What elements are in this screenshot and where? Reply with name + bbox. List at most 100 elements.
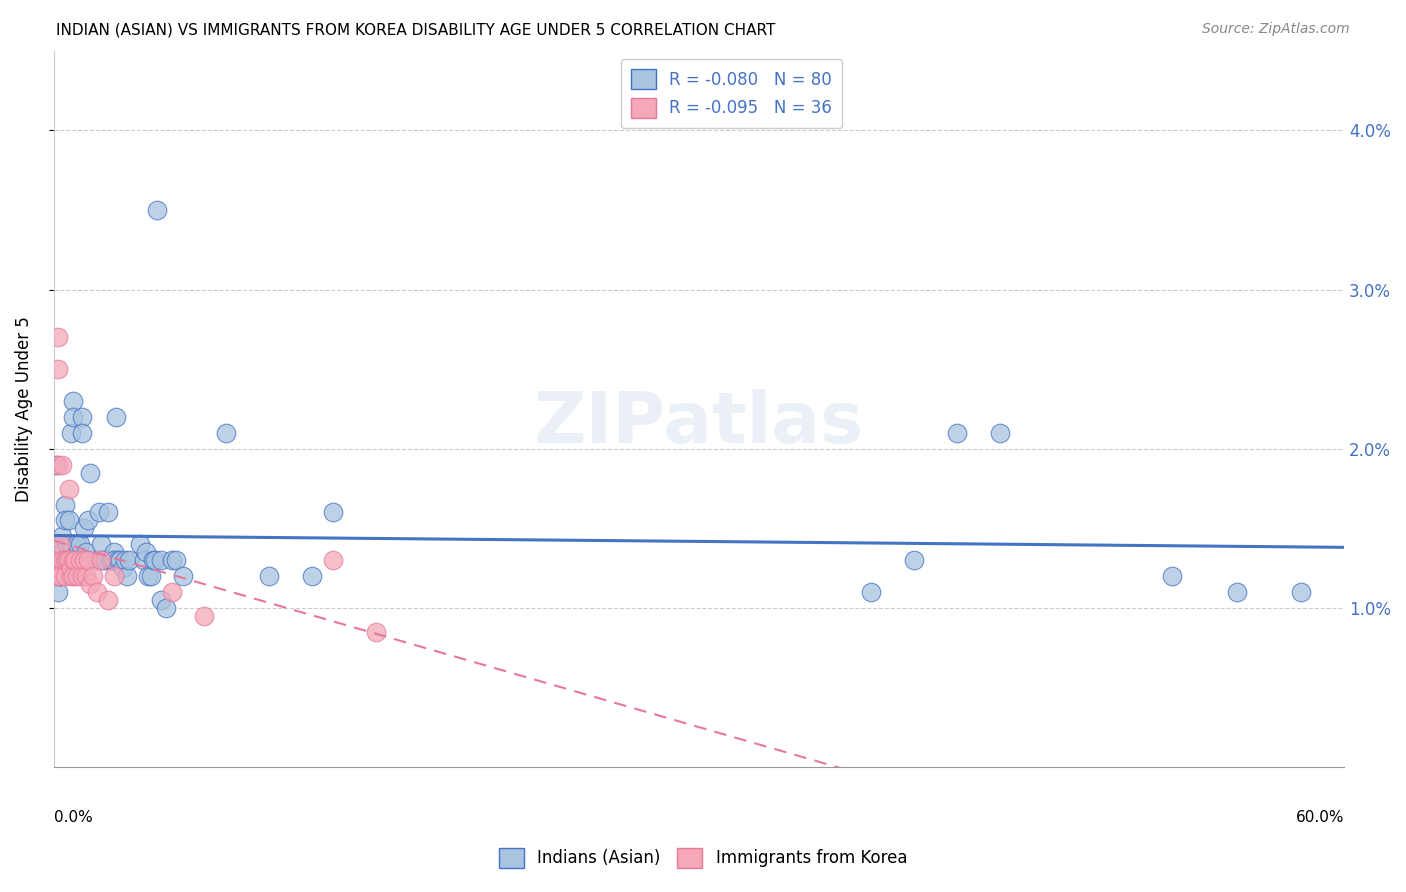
Point — [322, 553, 344, 567]
Point — [103, 569, 125, 583]
Point — [49, 537, 72, 551]
Point — [215, 425, 238, 440]
Point — [155, 601, 177, 615]
Point — [172, 569, 194, 583]
Point — [94, 553, 117, 567]
Point — [1226, 585, 1249, 599]
Point — [51, 537, 73, 551]
Point — [51, 545, 73, 559]
Point — [97, 593, 120, 607]
Point — [107, 553, 129, 567]
Point — [103, 545, 125, 559]
Point — [77, 553, 100, 567]
Point — [111, 561, 134, 575]
Point — [49, 569, 72, 583]
Point — [70, 569, 93, 583]
Point — [46, 362, 69, 376]
Point — [75, 569, 97, 583]
Point — [988, 425, 1011, 440]
Point — [46, 458, 69, 472]
Point — [73, 553, 96, 567]
Point — [46, 585, 69, 599]
Point — [45, 545, 67, 559]
Point — [1289, 585, 1312, 599]
Text: ZIPatlas: ZIPatlas — [534, 389, 865, 458]
Legend: Indians (Asian), Immigrants from Korea: Indians (Asian), Immigrants from Korea — [492, 841, 914, 875]
Point — [62, 394, 84, 409]
Point — [101, 553, 124, 567]
Point — [91, 553, 114, 567]
Point — [160, 553, 183, 567]
Point — [45, 553, 67, 567]
Point — [75, 545, 97, 559]
Point — [77, 553, 100, 567]
Point — [143, 553, 166, 567]
Text: 60.0%: 60.0% — [1296, 810, 1344, 825]
Point — [90, 537, 112, 551]
Point — [946, 425, 969, 440]
Point — [51, 553, 73, 567]
Point — [55, 537, 77, 551]
Point — [90, 553, 112, 567]
Point — [45, 561, 67, 575]
Point — [114, 553, 136, 567]
Point — [146, 202, 169, 217]
Point — [45, 569, 67, 583]
Point — [193, 609, 215, 624]
Point — [115, 569, 138, 583]
Point — [69, 553, 91, 567]
Point — [903, 553, 925, 567]
Point — [58, 553, 80, 567]
Point — [46, 569, 69, 583]
Point — [138, 569, 160, 583]
Point — [86, 553, 108, 567]
Point — [49, 569, 72, 583]
Point — [53, 553, 76, 567]
Point — [65, 553, 87, 567]
Point — [66, 553, 89, 567]
Point — [58, 553, 80, 567]
Point — [135, 545, 157, 559]
Point — [51, 529, 73, 543]
Point — [70, 425, 93, 440]
Point — [45, 553, 67, 567]
Point — [165, 553, 187, 567]
Point — [49, 553, 72, 567]
Point — [105, 409, 128, 424]
Point — [77, 513, 100, 527]
Point — [87, 506, 110, 520]
Point — [860, 585, 883, 599]
Point — [79, 466, 101, 480]
Point — [49, 553, 72, 567]
Point — [98, 553, 121, 567]
Point — [53, 513, 76, 527]
Text: INDIAN (ASIAN) VS IMMIGRANTS FROM KOREA DISABILITY AGE UNDER 5 CORRELATION CHART: INDIAN (ASIAN) VS IMMIGRANTS FROM KOREA … — [56, 22, 776, 37]
Point — [110, 553, 132, 567]
Point — [128, 537, 150, 551]
Text: Source: ZipAtlas.com: Source: ZipAtlas.com — [1202, 22, 1350, 37]
Point — [46, 569, 69, 583]
Point — [65, 553, 87, 567]
Point — [150, 553, 173, 567]
Point — [53, 569, 76, 583]
Point — [53, 498, 76, 512]
Point — [60, 561, 83, 575]
Point — [58, 513, 80, 527]
Point — [118, 553, 141, 567]
Point — [79, 577, 101, 591]
Point — [46, 553, 69, 567]
Y-axis label: Disability Age Under 5: Disability Age Under 5 — [15, 316, 32, 502]
Point — [62, 553, 84, 567]
Point — [82, 569, 104, 583]
Point — [97, 506, 120, 520]
Point — [60, 569, 83, 583]
Point — [55, 553, 77, 567]
Point — [65, 561, 87, 575]
Point — [62, 409, 84, 424]
Text: 0.0%: 0.0% — [53, 810, 93, 825]
Point — [60, 537, 83, 551]
Point — [142, 553, 165, 567]
Point — [257, 569, 280, 583]
Point — [45, 458, 67, 472]
Point — [86, 585, 108, 599]
